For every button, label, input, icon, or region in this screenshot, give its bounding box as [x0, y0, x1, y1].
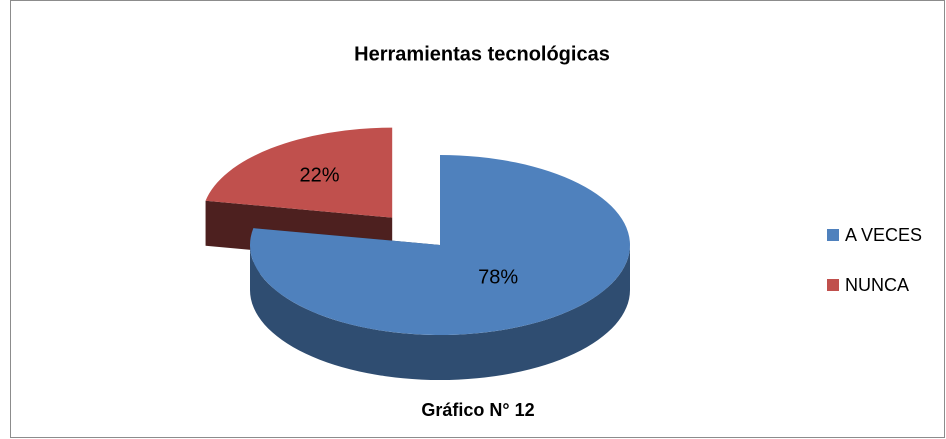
legend-label: A VECES [845, 225, 922, 245]
slice-side [250, 245, 630, 380]
legend-swatch [827, 279, 839, 291]
slice-top [205, 127, 393, 218]
pie-slice [250, 155, 630, 380]
chart-title: Herramientas tecnológicas [354, 43, 610, 65]
slice-top [250, 155, 630, 336]
chart-caption: Gráfico N° 12 [421, 400, 534, 420]
data-label: 22% [300, 164, 340, 186]
legend-label: NUNCA [845, 275, 909, 295]
data-label: 78% [478, 267, 518, 289]
legend-swatch [827, 229, 839, 241]
